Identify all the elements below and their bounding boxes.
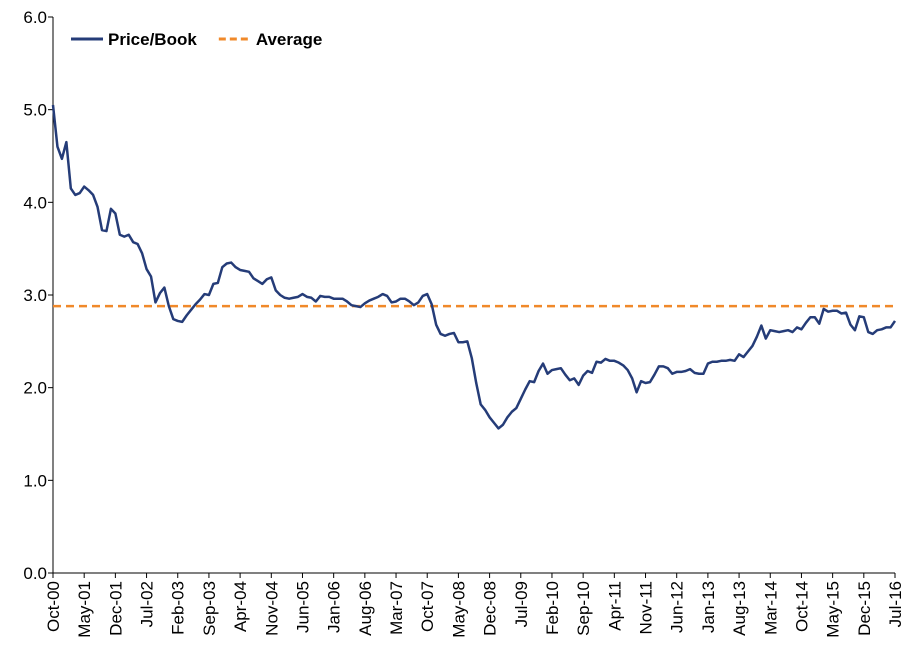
x-tick-label: Apr-11 — [605, 581, 624, 631]
x-tick-label: Oct-14 — [792, 581, 811, 632]
x-tick-label: Feb-10 — [543, 581, 562, 635]
x-tick-label: Apr-04 — [231, 581, 250, 632]
y-tick-label: 3.0 — [23, 286, 47, 305]
x-tick-label: Jul-09 — [512, 581, 531, 627]
y-tick-label: 2.0 — [23, 379, 47, 398]
x-tick-label: Feb-03 — [169, 581, 188, 635]
x-tick-label: Sep-10 — [574, 581, 593, 636]
legend-label: Average — [256, 30, 322, 49]
x-tick-label: Jun-05 — [293, 581, 312, 633]
y-tick-label: 6.0 — [23, 8, 47, 27]
y-tick-label: 5.0 — [23, 101, 47, 120]
x-tick-label: Jul-16 — [886, 581, 905, 627]
x-tick-label: Jan-13 — [699, 581, 718, 633]
x-tick-label: May-01 — [75, 581, 94, 638]
x-tick-label: Jul-02 — [138, 581, 157, 627]
x-tick-label: Dec-01 — [106, 581, 125, 636]
x-tick-label: Mar-07 — [387, 581, 406, 635]
x-tick-label: Nov-04 — [262, 581, 281, 636]
x-tick-label: Jun-12 — [668, 581, 687, 633]
x-tick-label: May-15 — [824, 581, 843, 638]
x-tick-label: Sep-03 — [200, 581, 219, 636]
legend-label: Price/Book — [108, 30, 197, 49]
series-line — [51, 104, 897, 430]
y-tick-label: 4.0 — [23, 193, 47, 212]
x-tick-label: Dec-15 — [855, 581, 874, 636]
x-tick-label: Aug-13 — [730, 581, 749, 636]
x-tick-label: Nov-11 — [637, 581, 656, 635]
x-tick-label: Mar-14 — [761, 581, 780, 635]
x-tick-label: Oct-00 — [44, 581, 63, 632]
x-tick-label: Oct-07 — [418, 581, 437, 632]
x-tick-label: May-08 — [449, 581, 468, 638]
x-tick-label: Jan-06 — [325, 581, 344, 633]
x-tick-label: Aug-06 — [356, 581, 375, 636]
y-tick-label: 0.0 — [23, 564, 47, 583]
x-tick-label: Dec-08 — [481, 581, 500, 636]
y-tick-label: 1.0 — [23, 471, 47, 490]
